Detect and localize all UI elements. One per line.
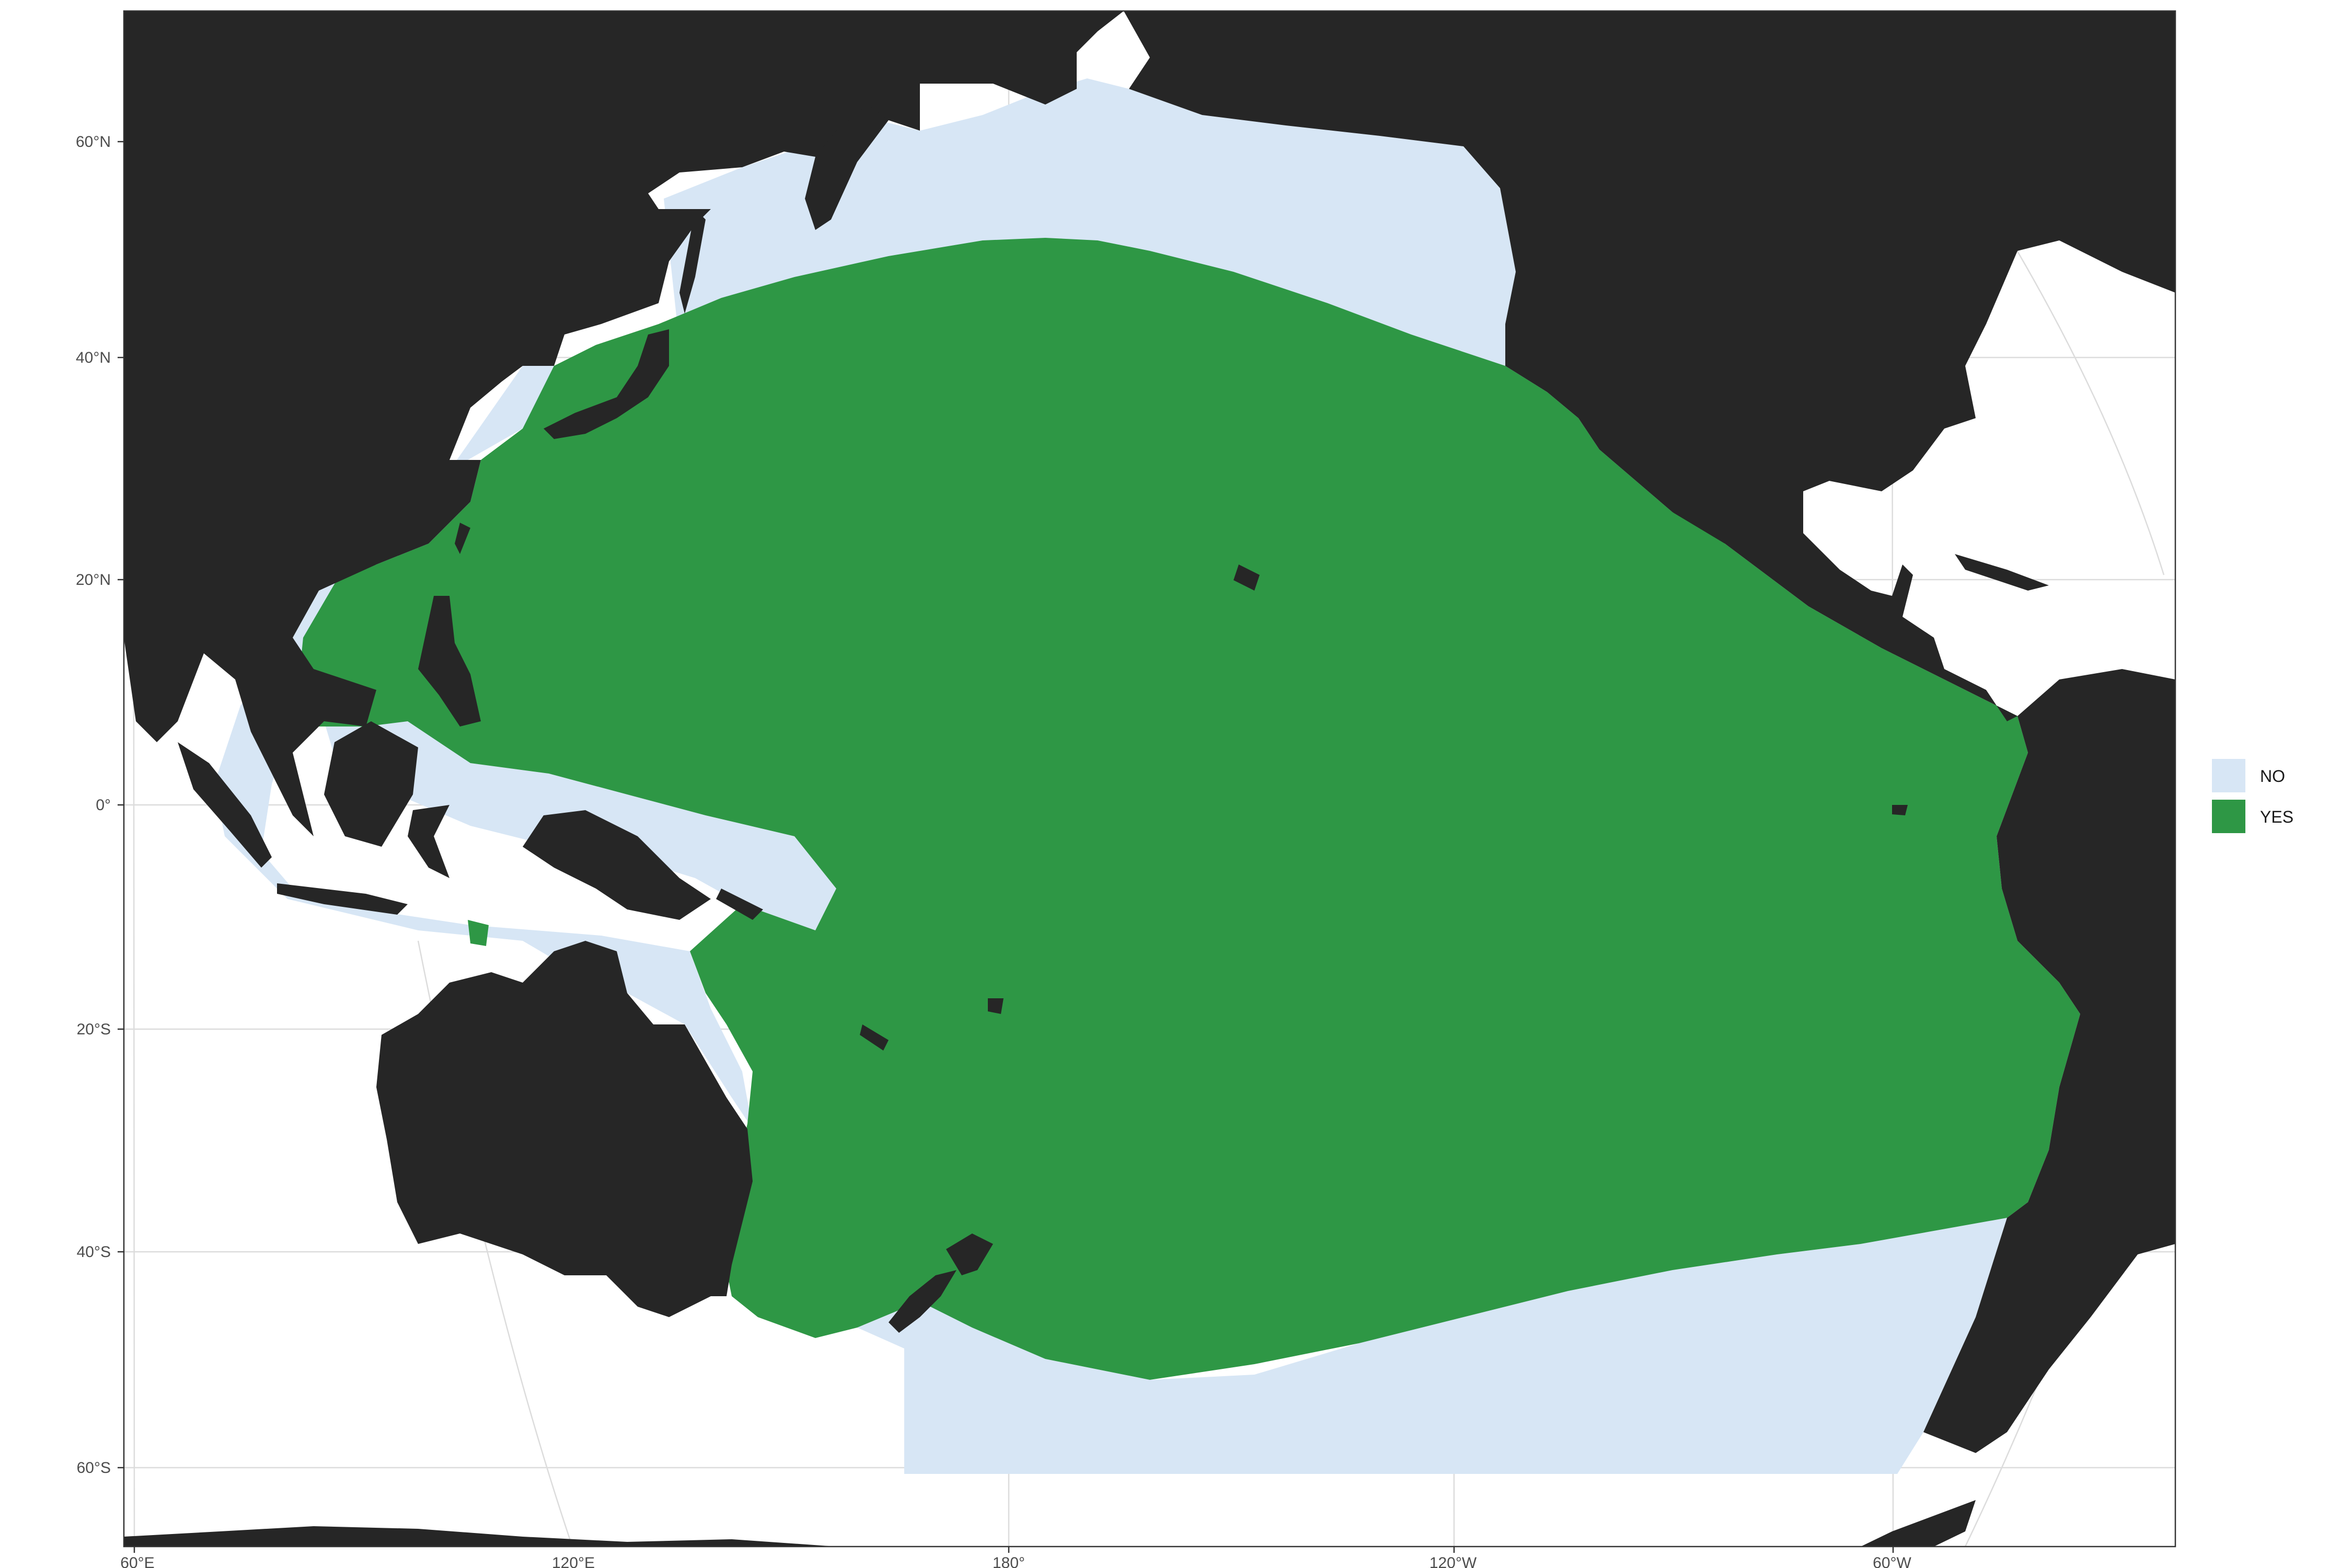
map-panel-border	[123, 10, 2176, 1548]
land-australia	[376, 941, 753, 1317]
land-masses	[124, 11, 2175, 1547]
land-eurasia	[124, 11, 1124, 836]
x-tick-label: 120°W	[1429, 1554, 1477, 1568]
land-cuba	[1955, 554, 2049, 591]
land-tasmania	[700, 1265, 732, 1296]
land-new-guinea	[523, 810, 711, 920]
land-sumatra	[178, 742, 272, 868]
legend-label-no: NO	[2260, 767, 2285, 786]
land-taiwan	[455, 523, 470, 554]
y-tick-label: 60°S	[77, 1459, 111, 1477]
x-axis	[133, 1547, 1894, 1553]
y-tick-label: 0°	[96, 797, 111, 814]
x-tick-label: 180°	[993, 1554, 1025, 1568]
land-japan	[544, 329, 669, 439]
land-sakhalin	[679, 209, 706, 314]
y-tick-label: 20°N	[76, 571, 111, 589]
land-galapagos	[1892, 805, 1908, 815]
y-tick-label: 40°N	[76, 349, 111, 366]
land-philippines	[418, 596, 481, 727]
y-tick-label: 60°N	[76, 133, 111, 151]
land-hawaii	[1233, 564, 1260, 591]
legend: NO YES	[2212, 759, 2293, 833]
y-tick-label: 40°S	[77, 1243, 111, 1261]
legend-key-no	[2212, 759, 2245, 792]
land-borneo	[324, 721, 418, 847]
yes-region-island-patch	[468, 920, 489, 946]
land-new-caledonia	[860, 1024, 889, 1051]
yes-region	[298, 238, 2080, 1380]
land-new-zealand-south	[889, 1270, 956, 1333]
land-new-zealand	[946, 1233, 993, 1275]
y-axis	[118, 141, 124, 1469]
land-south-america	[1923, 669, 2175, 1453]
land-solomons	[716, 889, 763, 920]
land-sulawesi	[408, 805, 449, 878]
x-tick-label: 60°W	[1873, 1554, 1911, 1568]
land-antarctica	[124, 1526, 836, 1547]
land-antarctica-peninsula	[1861, 1500, 1976, 1547]
x-tick-label: 60°E	[120, 1554, 154, 1568]
land-fiji	[988, 998, 1004, 1014]
land-north-america	[1124, 11, 2175, 721]
y-tick-label: 20°S	[77, 1021, 111, 1038]
land-kamchatka	[805, 105, 889, 230]
x-tick-label: 120°E	[552, 1554, 595, 1568]
land-java	[277, 883, 408, 915]
legend-label-yes: YES	[2260, 808, 2293, 826]
legend-key-yes	[2212, 800, 2245, 833]
